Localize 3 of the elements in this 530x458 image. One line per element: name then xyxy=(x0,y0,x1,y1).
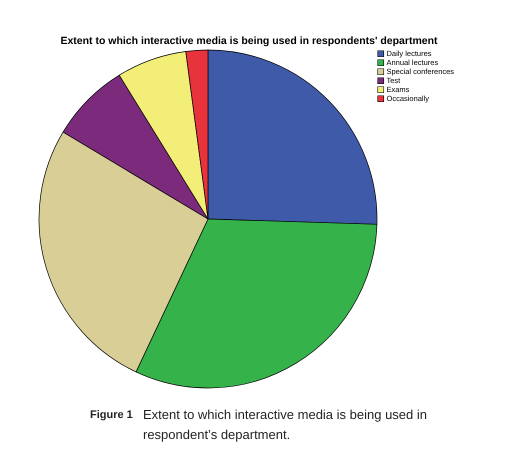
text: Extent to which interactive media is being used in respondent’s department. xyxy=(143,407,427,442)
caption: Figure 1 xyxy=(90,409,133,421)
chart-title: Extent to which interactive media is being used in respondents' department xyxy=(60,35,438,47)
